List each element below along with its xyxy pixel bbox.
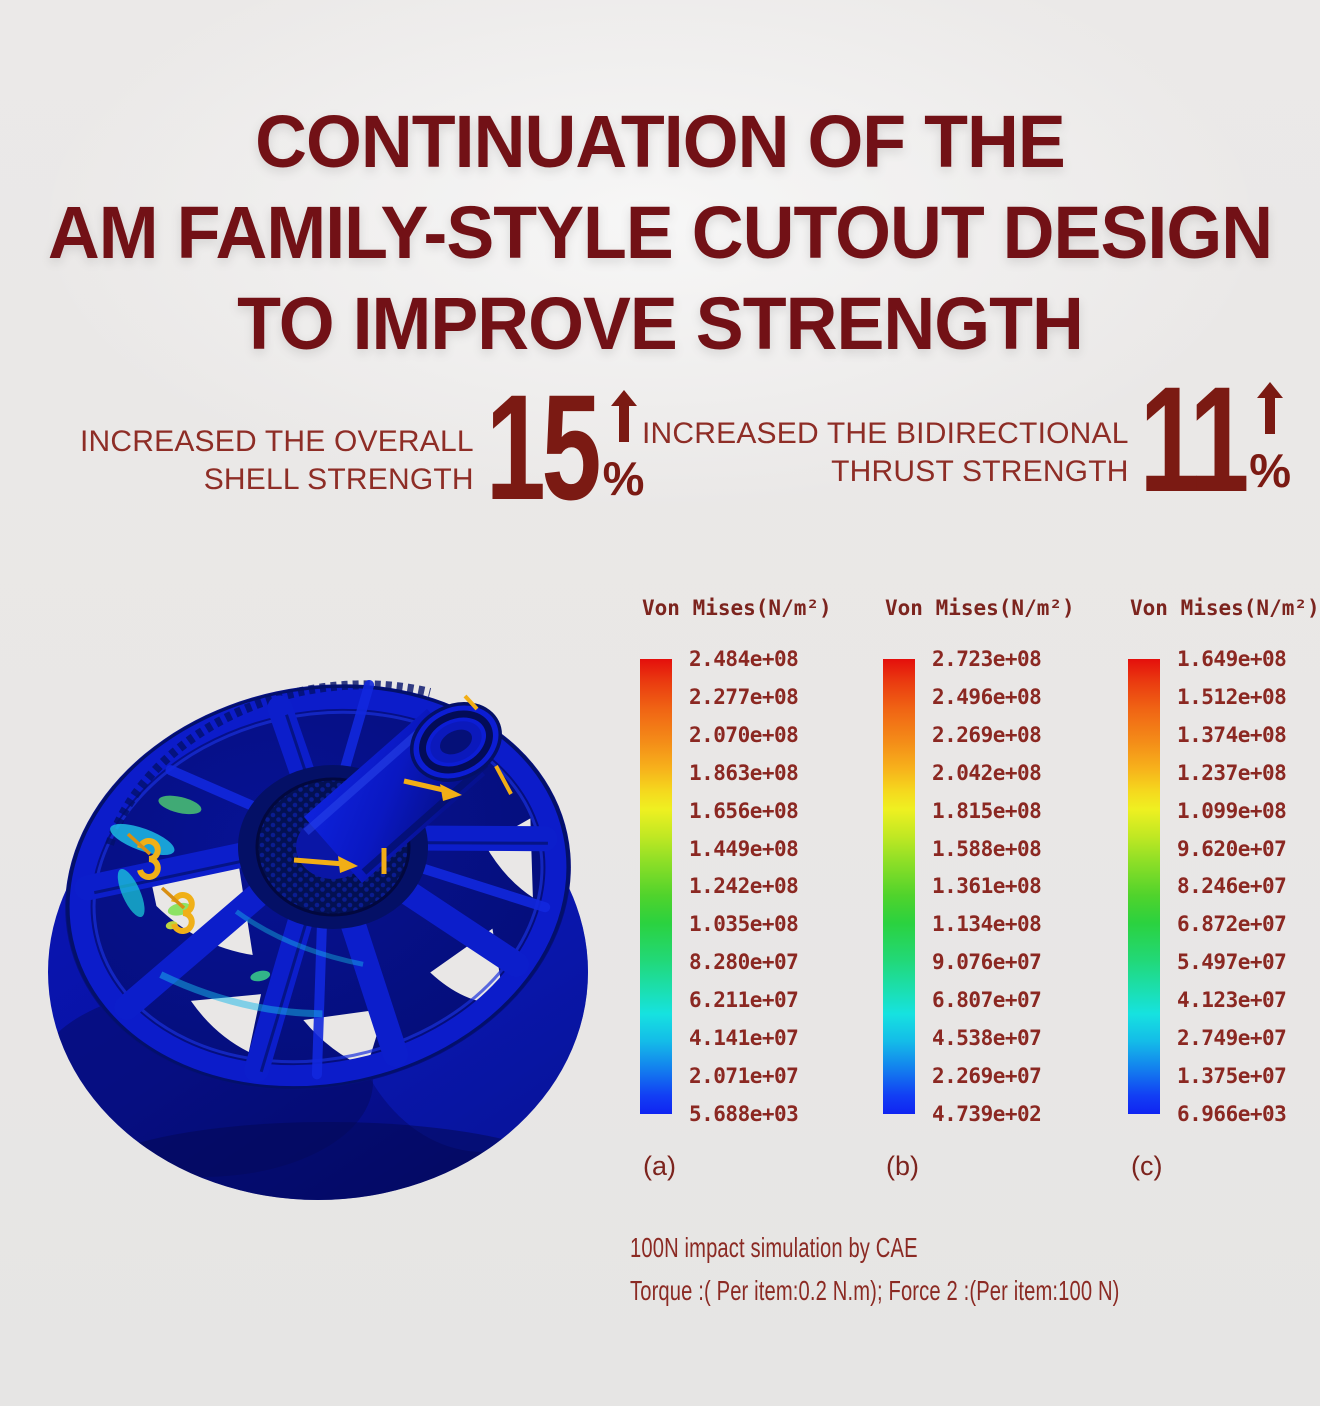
- colorbar-panel-a: Von Mises(N/m²) 2.484e+08 2.277e+08 2.070e…: [640, 596, 832, 1182]
- stat-label-line: INCREASED THE BIDIRECTIONAL: [642, 416, 1129, 450]
- scale-value: 6.966e+03: [1177, 1101, 1287, 1126]
- scale-value: 1.361e+08: [932, 874, 1042, 899]
- scale-value: 2.269e+07: [932, 1063, 1042, 1088]
- scale-value: 2.484e+08: [689, 647, 799, 671]
- scale-value: 5.497e+07: [1177, 950, 1287, 975]
- scale-value: 6.807e+07: [932, 988, 1042, 1013]
- scale-row: 2.484e+08 2.277e+08 2.070e+08 1.863e+08 1.65…: [640, 648, 832, 1125]
- scale-value: 4.538e+07: [932, 1026, 1042, 1051]
- scale-value: 8.246e+07: [1177, 874, 1287, 899]
- scale-value: 4.739e+02: [932, 1101, 1042, 1126]
- scale-value: 2.723e+08: [932, 647, 1042, 671]
- scale-value: 2.269e+08: [932, 722, 1042, 747]
- up-arrow-icon: [1257, 382, 1284, 434]
- stress-colorbar: [1128, 659, 1160, 1114]
- scale-value: 2.042e+08: [932, 760, 1042, 785]
- scale-value: 1.449e+08: [689, 836, 799, 861]
- scale-value: 2.496e+08: [932, 684, 1042, 709]
- von-mises-header: Von Mises(N/m²): [642, 596, 832, 620]
- percent-sign: %: [602, 452, 645, 505]
- scale-value: 1.099e+08: [1177, 798, 1287, 823]
- scale-value: 1.374e+08: [1177, 722, 1287, 747]
- scale-value: 1.237e+08: [1177, 760, 1287, 785]
- scale-value: 1.035e+08: [689, 912, 799, 937]
- simulation-caption: 100N impact simulation by CAE Torque :( …: [630, 1226, 1120, 1312]
- subfigure-label-c: (c): [1131, 1151, 1163, 1181]
- stat-suffix: %: [1249, 382, 1291, 494]
- scale-value: 9.076e+07: [932, 950, 1042, 975]
- scale-value: 6.211e+07: [689, 988, 799, 1013]
- scale-row: 1.649e+08 1.512e+08 1.374e+08 1.237e+08 1.09…: [1128, 648, 1320, 1125]
- title-line-2: AM FAMILY-STYLE CUTOUT DESIGN: [47, 191, 1273, 274]
- stat-shell-strength-label: INCREASED THE OVERALL SHELL STRENGTH: [80, 423, 474, 500]
- colorbar-panel-c: Von Mises(N/m²) 1.649e+08 1.512e+08 1.374e…: [1128, 596, 1320, 1182]
- scale-values: 2.723e+08 2.496e+08 2.269e+08 2.042e+08 1.81…: [932, 647, 1042, 1126]
- stat-label-line: INCREASED THE OVERALL: [80, 424, 474, 458]
- stress-colorbar: [883, 659, 915, 1114]
- scale-value: 1.863e+08: [689, 760, 799, 785]
- percent-sign: %: [1249, 444, 1291, 497]
- scale-value: 1.588e+08: [932, 836, 1042, 861]
- scale-values: 1.649e+08 1.512e+08 1.374e+08 1.237e+08 1.09…: [1177, 647, 1287, 1126]
- scale-value: 2.277e+08: [689, 684, 799, 709]
- subfigure-label-b: (b): [886, 1151, 919, 1181]
- scale-value: 1.134e+08: [932, 912, 1042, 937]
- scale-value: 1.656e+08: [689, 798, 799, 823]
- scale-value: 1.815e+08: [932, 798, 1042, 823]
- stat-label-line: SHELL STRENGTH: [203, 463, 474, 496]
- stat-shell-strength-value: 15: [485, 363, 601, 531]
- scale-value: 8.280e+07: [689, 950, 799, 975]
- title-line-3: TO IMPROVE STRENGTH: [237, 282, 1084, 365]
- scale-value: 1.512e+08: [1177, 684, 1287, 709]
- stat-thrust-strength: INCREASED THE BIDIRECTIONAL THRUST STREN…: [642, 364, 1291, 514]
- up-arrow-icon: [610, 390, 637, 442]
- scale-value: 2.071e+07: [689, 1063, 799, 1088]
- scale-value: 9.620e+07: [1177, 836, 1287, 861]
- scale-value: 4.123e+07: [1177, 988, 1287, 1013]
- colorbar-panel-b: Von Mises(N/m²) 2.723e+08 2.496e+08 2.269e…: [883, 596, 1075, 1182]
- scale-value: 1.375e+07: [1177, 1063, 1287, 1088]
- stat-shell-strength: INCREASED THE OVERALL SHELL STRENGTH 15 …: [80, 372, 644, 522]
- stat-suffix: %: [602, 390, 645, 505]
- caption-line-1: 100N impact simulation by CAE: [630, 1232, 918, 1263]
- force-arrows: [126, 694, 513, 934]
- page-title: CONTINUATION OF THE AM FAMILY-STYLE CUTO…: [20, 96, 1300, 369]
- scale-value: 1.242e+08: [689, 874, 799, 899]
- stress-colorbar: [640, 659, 672, 1114]
- scale-value: 5.688e+03: [689, 1101, 799, 1126]
- title-line-1: CONTINUATION OF THE: [255, 100, 1066, 183]
- scale-value: 6.872e+07: [1177, 912, 1287, 937]
- stat-thrust-strength-value: 11: [1139, 355, 1249, 523]
- scale-values: 2.484e+08 2.277e+08 2.070e+08 1.863e+08 1.65…: [689, 647, 799, 1126]
- von-mises-header: Von Mises(N/m²): [1130, 596, 1320, 620]
- caption-line-2: Torque :( Per item:0.2 N.m); Force 2 :(P…: [630, 1275, 1120, 1306]
- von-mises-header: Von Mises(N/m²): [885, 596, 1075, 620]
- scale-value: 2.070e+08: [689, 722, 799, 747]
- subfigure-label-a: (a): [643, 1151, 676, 1181]
- scale-value: 1.649e+08: [1177, 647, 1287, 671]
- scale-value: 4.141e+07: [689, 1026, 799, 1051]
- cae-motor-stress-render: [48, 679, 588, 1200]
- scale-value: 2.749e+07: [1177, 1026, 1287, 1051]
- stat-thrust-strength-label: INCREASED THE BIDIRECTIONAL THRUST STREN…: [642, 415, 1129, 492]
- scale-row: 2.723e+08 2.496e+08 2.269e+08 2.042e+08 1.81…: [883, 648, 1075, 1125]
- stat-label-line: THRUST STRENGTH: [831, 455, 1129, 488]
